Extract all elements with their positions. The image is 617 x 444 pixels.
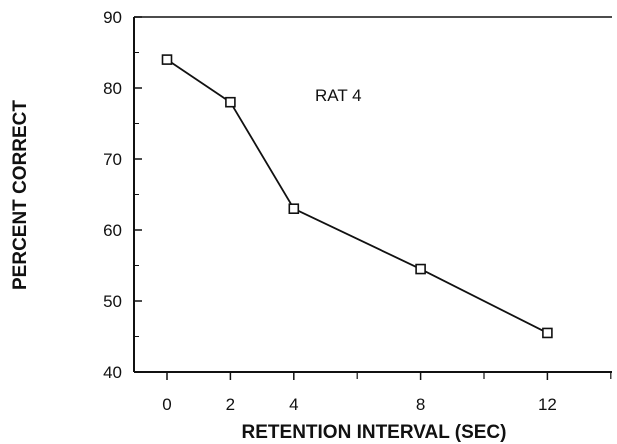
chart-annotation: RAT 4 [315, 86, 362, 105]
y-tick-label: 70 [103, 150, 122, 169]
x-tick-label: 8 [416, 395, 425, 414]
plot-frame [133, 16, 612, 373]
y-tick-label: 90 [103, 8, 122, 27]
y-axis-ticks: 40 50 60 70 80 90 [103, 8, 142, 382]
data-point-marker [288, 203, 300, 214]
x-axis-ticks: 0 2 4 8 12 [162, 372, 612, 414]
x-tick-label: 0 [162, 395, 171, 414]
data-point-marker [415, 263, 426, 275]
y-tick-label: 80 [103, 79, 122, 98]
data-point-marker [225, 96, 236, 108]
y-axis-title: PERCENT CORRECT [10, 100, 31, 290]
x-tick-label: 4 [289, 395, 298, 414]
x-axis-title: RETENTION INTERVAL (SEC) [242, 422, 507, 443]
data-point-marker [161, 54, 173, 65]
data-point-marker [542, 327, 553, 339]
y-tick-label: 50 [103, 292, 122, 311]
data-series [161, 54, 553, 339]
x-tick-label: 12 [538, 395, 557, 414]
y-tick-label: 60 [103, 221, 122, 240]
y-tick-label: 40 [103, 363, 122, 382]
x-tick-label: 2 [226, 395, 235, 414]
